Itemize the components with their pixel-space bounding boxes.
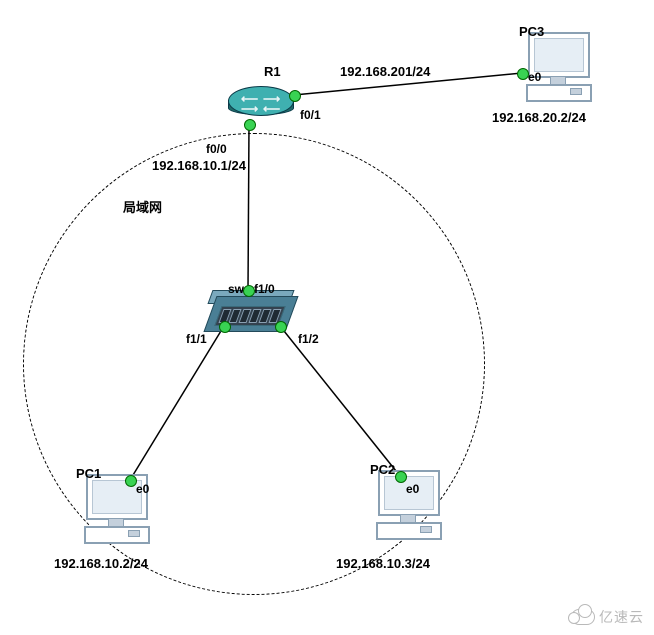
port-dot-sw-f1/2 xyxy=(275,321,287,333)
diagram-canvas: 局域网 ⟵ ⟶ ⟶ ⟵ R1 sw PC1 192.168.10.2/24 PC… xyxy=(0,0,654,635)
pc1-ip: 192.168.10.2/24 xyxy=(54,556,148,571)
switch-sw-label: sw xyxy=(228,282,244,296)
watermark-text: 亿速云 xyxy=(599,607,644,627)
port-dot-sw-f1/1 xyxy=(219,321,231,333)
cloud-icon xyxy=(571,609,595,625)
router-r1: ⟵ ⟶ ⟶ ⟵ xyxy=(228,80,292,124)
link-label-0: 192.168.201/24 xyxy=(340,64,430,79)
router-r1-label: R1 xyxy=(264,64,281,79)
port-dot-R1-f0/0 xyxy=(244,119,256,131)
link-label-1: 192.168.10.1/24 xyxy=(152,158,246,173)
port-label-sw-f1/0: f1/0 xyxy=(254,282,275,296)
port-label-sw-f1/2: f1/2 xyxy=(298,332,319,346)
port-label-PC2-e0: e0 xyxy=(406,482,419,496)
watermark: 亿速云 xyxy=(571,607,644,627)
port-dot-R1-f0/1 xyxy=(289,90,301,102)
port-label-R1-f0/0: f0/0 xyxy=(206,142,227,156)
port-label-R1-f0/1: f0/1 xyxy=(300,108,321,122)
pc3-ip: 192.168.20.2/24 xyxy=(492,110,586,125)
port-label-sw-f1/1: f1/1 xyxy=(186,332,207,346)
pc2 xyxy=(372,470,442,540)
port-label-PC1-e0: e0 xyxy=(136,482,149,496)
pc3 xyxy=(522,32,592,102)
pc2-ip: 192.168.10.3/24 xyxy=(336,556,430,571)
pc3-label: PC3 xyxy=(519,24,544,39)
lan-label: 局域网 xyxy=(123,197,162,216)
pc2-label: PC2 xyxy=(370,462,395,477)
port-label-PC3-e0: e0 xyxy=(528,70,541,84)
pc1-label: PC1 xyxy=(76,466,101,481)
